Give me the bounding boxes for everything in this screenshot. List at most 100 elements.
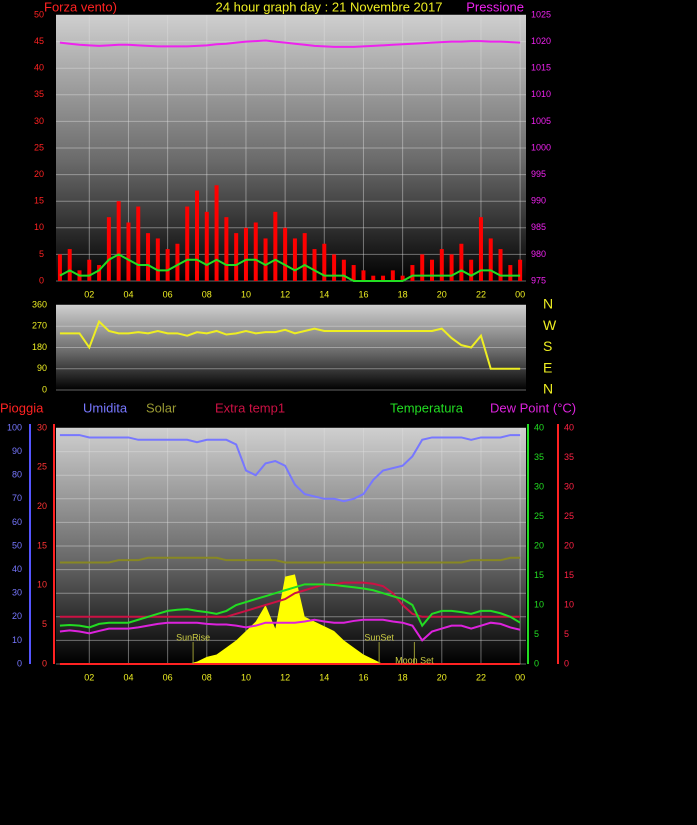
legend-extra-temp: Extra temp1: [215, 400, 285, 415]
bar: [67, 249, 72, 281]
y3-tick-label: 5: [42, 619, 47, 629]
legend-rain: Pioggia: [0, 400, 44, 415]
y-tick-label: 100: [7, 422, 22, 432]
x-tick-label: 20: [437, 289, 447, 299]
x-tick-label: 04: [123, 289, 133, 299]
bar: [97, 265, 102, 281]
legend-wind: Forza vento): [44, 0, 117, 14]
line: [59, 434, 521, 503]
bar: [341, 259, 346, 281]
y-tick-label: 40: [34, 63, 44, 73]
y3-tick-label: 20: [37, 501, 47, 511]
x-tick-label: 08: [202, 289, 212, 299]
y2-tick-label: 1005: [531, 116, 551, 126]
x-tick-label: 04: [123, 672, 133, 682]
bar: [116, 201, 121, 281]
bar: [351, 265, 356, 281]
y4-tick-label: 0: [564, 658, 569, 668]
y-tick-label: 10: [34, 222, 44, 232]
y-tick-label: 0: [17, 658, 22, 668]
y-tick-label: 40: [12, 564, 22, 574]
bar: [508, 265, 513, 281]
y4-tick-label: 40: [564, 422, 574, 432]
y4-tick-label: 5: [564, 629, 569, 639]
plot-area: [56, 15, 526, 281]
bar: [322, 243, 327, 281]
y3-tick-label: 15: [37, 540, 47, 550]
x-tick-label: 18: [398, 289, 408, 299]
y-tick-label: 45: [34, 36, 44, 46]
y2-tick-label: 1015: [531, 63, 551, 73]
bar: [400, 275, 405, 281]
y2-tick-label: 15: [534, 570, 544, 580]
bar: [302, 233, 307, 281]
y4-tick-label: 10: [564, 599, 574, 609]
bar: [234, 233, 239, 281]
y-tick-label: 90: [37, 363, 47, 373]
bar: [195, 190, 199, 281]
line: [59, 253, 521, 282]
y2-tick-label: 1000: [531, 142, 551, 152]
y-tick-label: 0: [39, 275, 44, 285]
y2-tick-label: W: [543, 317, 557, 333]
bar: [263, 238, 268, 281]
line: [59, 583, 521, 629]
y-tick-label: 70: [12, 493, 22, 503]
annotation: SunSet: [364, 632, 394, 642]
y3-tick-label: 10: [37, 580, 47, 590]
y2-tick-label: 1025: [531, 9, 551, 19]
y-tick-label: 5: [39, 249, 44, 259]
bar: [469, 259, 474, 281]
bar: [488, 238, 493, 281]
y4-tick-label: 15: [564, 570, 574, 580]
bar: [175, 243, 180, 281]
legend-humidity: Umidita: [83, 400, 128, 415]
y3-tick-label: 30: [37, 422, 47, 432]
y-tick-label: 15: [34, 196, 44, 206]
y-tick-label: 30: [34, 116, 44, 126]
bar: [165, 249, 170, 281]
y-tick-label: 80: [12, 470, 22, 480]
y-tick-label: 50: [34, 9, 44, 19]
bar: [185, 206, 190, 281]
x-tick-label: 22: [476, 672, 486, 682]
y2-tick-label: 5: [534, 629, 539, 639]
x-tick-label: 22: [476, 289, 486, 299]
y4-tick-label: 20: [564, 540, 574, 550]
line: [59, 39, 521, 48]
y2-tick-label: 30: [534, 481, 544, 491]
bar: [371, 275, 376, 281]
y4-tick-label: 30: [564, 481, 574, 491]
bar: [155, 238, 160, 281]
x-tick-label: 00: [515, 289, 525, 299]
legend-solar: Solar: [146, 400, 177, 415]
x-tick-label: 06: [163, 672, 173, 682]
bar: [312, 249, 317, 281]
line: [59, 618, 521, 642]
y-tick-label: 60: [12, 517, 22, 527]
bar: [449, 254, 454, 281]
x-tick-label: 10: [241, 672, 251, 682]
y4-tick-label: 25: [564, 511, 574, 521]
y2-tick-label: 35: [534, 452, 544, 462]
bar: [381, 275, 386, 281]
x-tick-label: 02: [84, 672, 94, 682]
area: [59, 574, 521, 664]
bar: [332, 254, 337, 281]
line: [59, 556, 521, 564]
bar: [390, 270, 395, 281]
bar: [243, 227, 248, 281]
y2-tick-label: N: [543, 381, 553, 397]
bar: [126, 222, 131, 281]
y2-tick-label: 985: [531, 222, 546, 232]
y-tick-label: 270: [32, 321, 47, 331]
y2-tick-label: 1020: [531, 36, 551, 46]
y-tick-label: 20: [12, 611, 22, 621]
y2-tick-label: 0: [534, 658, 539, 668]
bar: [224, 217, 229, 281]
bar: [410, 265, 415, 281]
y2-tick-label: E: [543, 359, 552, 375]
x-tick-label: 06: [163, 289, 173, 299]
y-tick-label: 90: [12, 446, 22, 456]
bar: [459, 243, 464, 281]
